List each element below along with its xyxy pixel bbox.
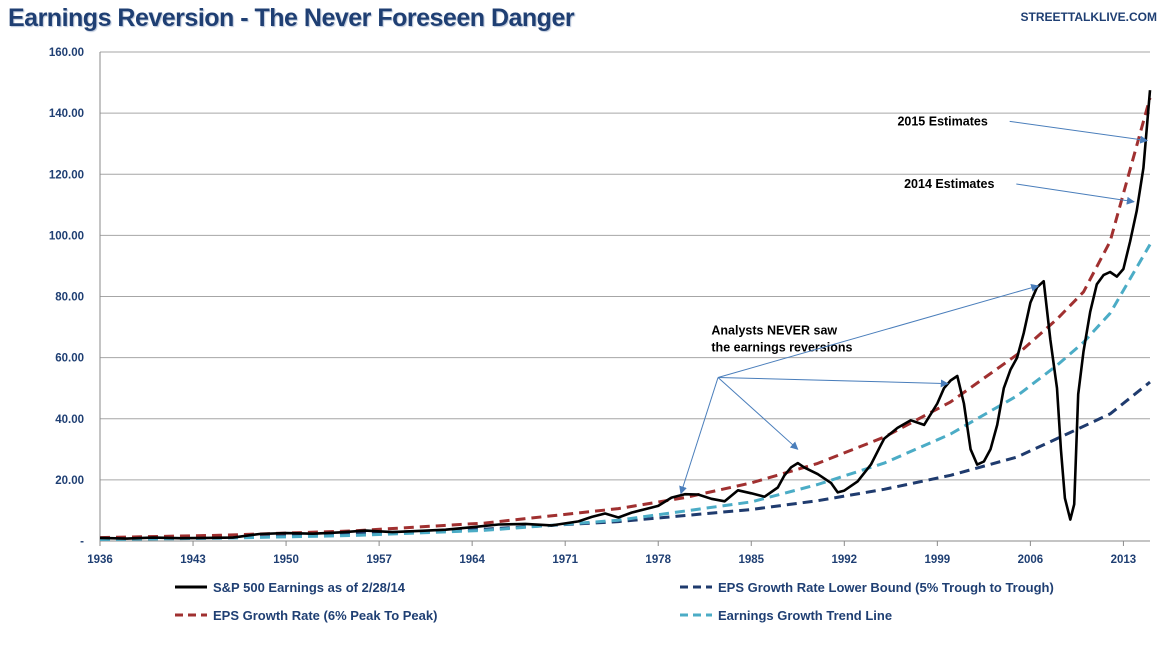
chart-title: Earnings Reversion - The Never Foreseen … bbox=[8, 4, 575, 32]
axis-layer: - 20.00 40.00 60.00 80.00 100.00 120.00 140.00 1… bbox=[49, 47, 1136, 566]
annotation-arrow-0-0 bbox=[1009, 120, 1149, 144]
y-tick-label: 160.00 bbox=[49, 47, 84, 59]
annotation-arrow-2-3 bbox=[717, 283, 1040, 378]
annotation-arrow-2-2 bbox=[718, 376, 949, 388]
y-tick-label: 80.00 bbox=[55, 292, 84, 304]
annotation-text-1: 2014 Estimates bbox=[904, 177, 994, 191]
x-tick-label: 1936 bbox=[87, 554, 113, 566]
series-line-1 bbox=[99, 380, 1151, 540]
legend-label-2: EPS Growth Rate (6% Peak To Peak) bbox=[213, 608, 437, 623]
x-tick-label: 1964 bbox=[459, 554, 485, 566]
annotation-arrow-1-0 bbox=[1016, 183, 1135, 205]
annotation-text-2: Analysts NEVER saw bbox=[711, 324, 837, 338]
y-tick-label: 120.00 bbox=[49, 169, 84, 181]
x-tick-label: 1957 bbox=[366, 554, 392, 566]
legend-label-1: EPS Growth Rate Lower Bound (5% Trough t… bbox=[718, 580, 1054, 595]
x-tick-label: 1943 bbox=[180, 554, 206, 566]
legend-label-0: S&P 500 Earnings as of 2/28/14 bbox=[213, 580, 406, 595]
y-tick-label: 40.00 bbox=[55, 414, 84, 426]
source-label: STREETTALKLIVE.COM bbox=[1020, 10, 1157, 24]
x-tick-label: 1978 bbox=[645, 554, 671, 566]
y-tick-label: 20.00 bbox=[55, 475, 84, 487]
x-tick-label: 2013 bbox=[1111, 554, 1137, 566]
x-tick-label: 1950 bbox=[273, 554, 299, 566]
series-line-0 bbox=[99, 90, 1152, 540]
legend-layer: S&P 500 Earnings as of 2/28/14 EPS Growth… bbox=[175, 580, 1054, 623]
annotation-text-2: the earnings reversions bbox=[711, 341, 852, 355]
x-tick-label: 1971 bbox=[552, 554, 578, 566]
series-layer bbox=[99, 90, 1152, 541]
y-tick-label: 100.00 bbox=[49, 230, 84, 242]
grid-layer bbox=[100, 51, 1150, 542]
series-line-2 bbox=[99, 97, 1152, 540]
annotation-arrow-2-0 bbox=[679, 377, 719, 495]
x-tick-label: 2006 bbox=[1018, 554, 1044, 566]
x-tick-label: 1985 bbox=[738, 554, 764, 566]
legend-label-3: Earnings Growth Trend Line bbox=[718, 608, 892, 623]
y-tick-label: - bbox=[80, 536, 84, 548]
annotation-text-0: 2015 Estimates bbox=[897, 114, 987, 128]
annotation-arrow-2-1 bbox=[717, 377, 799, 450]
x-tick-label: 1999 bbox=[925, 554, 951, 566]
annotation-layer: 2015 Estimates 2014 Estimates Analysts NEV… bbox=[679, 114, 1149, 495]
x-tick-label: 1992 bbox=[832, 554, 858, 566]
y-tick-label: 140.00 bbox=[49, 108, 84, 120]
y-tick-label: 60.00 bbox=[55, 353, 84, 365]
series-line-3 bbox=[99, 243, 1152, 541]
